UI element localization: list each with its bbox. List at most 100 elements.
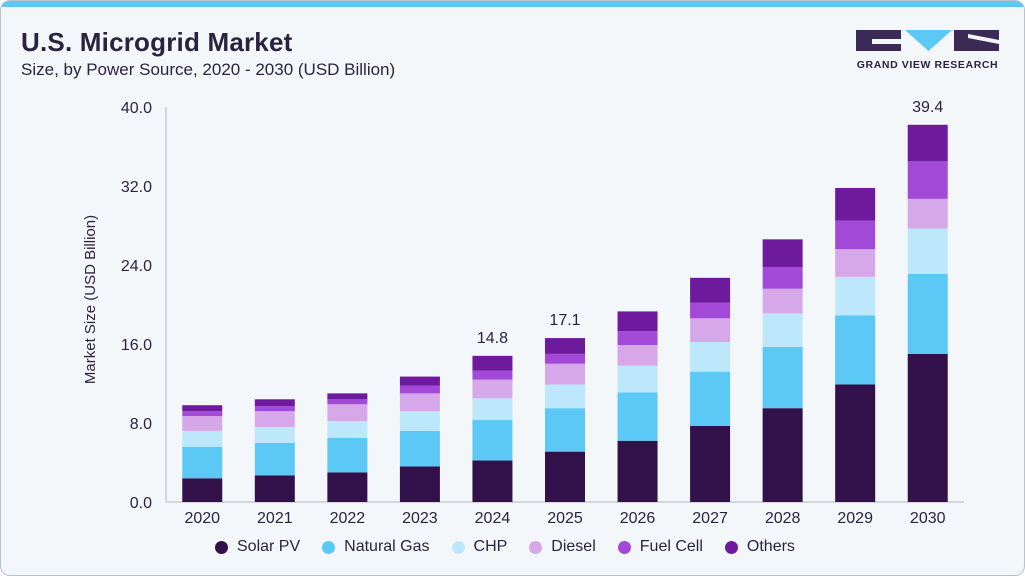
- chart-legend: Solar PV Natural Gas CHP Diesel Fuel Cell Oth…: [215, 538, 817, 556]
- bar-segment-chp-2026: [617, 365, 658, 393]
- bar-segment-solar-pv-2024: [472, 460, 513, 502]
- bar-segment-fuel-cell-2029: [835, 220, 876, 250]
- bar-segment-fuel-cell-2022: [327, 399, 368, 405]
- bar-segment-fuel-cell-2030: [907, 161, 948, 199]
- bar-segment-natural-gas-2022: [327, 437, 368, 473]
- bar-segment-diesel-2023: [399, 393, 440, 412]
- bar-segment-diesel-2028: [762, 288, 803, 314]
- bar-segment-solar-pv-2029: [835, 384, 876, 502]
- legend-item: Solar PV: [215, 538, 300, 556]
- bar-segment-others-2025: [545, 338, 585, 354]
- accent-bar: [1, 1, 1024, 7]
- y-tick-label: 40.0: [121, 100, 152, 117]
- bar-segment-chp-2023: [399, 411, 440, 431]
- bar-segment-chp-2029: [835, 276, 876, 316]
- bar-segment-solar-pv-2025: [545, 451, 585, 502]
- y-tick-label: 16.0: [121, 337, 152, 354]
- bar-segment-solar-pv-2030: [907, 353, 948, 502]
- bar-segment-solar-pv-2026: [617, 440, 658, 502]
- bar-segment-natural-gas-2025: [545, 408, 585, 452]
- bar-segment-others-2028: [762, 239, 803, 267]
- bar-segment-diesel-2025: [545, 363, 585, 385]
- bar-segment-natural-gas-2027: [690, 371, 731, 426]
- y-tick-label: 8.0: [130, 416, 152, 433]
- bar-segment-fuel-cell-2020: [182, 411, 223, 417]
- bar-segment-others-2027: [690, 277, 731, 303]
- legend-swatch: [322, 540, 336, 554]
- bar-segment-natural-gas-2030: [907, 273, 948, 354]
- y-axis-title: Market Size (USD Billion): [82, 215, 99, 384]
- bar-segment-fuel-cell-2023: [399, 385, 440, 394]
- bar-segment-diesel-2022: [327, 404, 368, 422]
- bar-segment-diesel-2026: [617, 344, 658, 366]
- bar-segment-chp-2024: [472, 398, 513, 421]
- legend-item: Others: [724, 538, 795, 556]
- legend-swatch: [215, 540, 228, 554]
- legend-label: Others: [746, 538, 795, 555]
- bar-segment-others-2024: [472, 355, 513, 371]
- data-label: 39.4: [912, 99, 943, 116]
- data-label: 14.8: [477, 330, 508, 347]
- bar-segment-solar-pv-2028: [762, 408, 803, 502]
- x-tick-label: 2027: [692, 510, 728, 527]
- x-tick-label: 2022: [330, 510, 366, 527]
- bar-segment-natural-gas-2021: [254, 442, 295, 476]
- data-label: 17.1: [549, 312, 580, 329]
- bar-segment-natural-gas-2029: [835, 315, 876, 385]
- bar-segment-fuel-cell-2024: [472, 370, 513, 380]
- gvr-logo-icon: [856, 30, 999, 51]
- bar-segment-fuel-cell-2028: [762, 266, 803, 289]
- bar-segment-fuel-cell-2026: [617, 331, 658, 345]
- bar-segment-others-2029: [835, 187, 876, 221]
- x-tick-label: 2025: [547, 510, 583, 527]
- bar-segment-solar-pv-2022: [327, 472, 368, 502]
- bar-segment-diesel-2020: [182, 416, 223, 431]
- x-tick-label: 2024: [475, 510, 511, 527]
- bar-segment-diesel-2029: [835, 249, 876, 277]
- chart-subtitle: Size, by Power Source, 2020 - 2030 (USD …: [21, 60, 396, 79]
- bar-segment-diesel-2024: [472, 379, 513, 399]
- legend-swatch: [617, 540, 631, 554]
- x-tick-label: 2020: [184, 510, 220, 527]
- legend-label: Diesel: [551, 538, 596, 555]
- legend-label: Solar PV: [237, 538, 301, 555]
- bar-segment-solar-pv-2021: [254, 475, 295, 502]
- bar-segment-chp-2022: [327, 421, 368, 438]
- bar-segment-chp-2030: [907, 228, 948, 274]
- legend-item: CHP: [451, 538, 508, 556]
- bar-segment-diesel-2021: [254, 411, 295, 427]
- bar-segment-natural-gas-2023: [399, 430, 440, 467]
- bar-segment-others-2030: [907, 124, 948, 162]
- x-tick-label: 2021: [257, 510, 293, 527]
- bar-segment-others-2023: [399, 376, 440, 386]
- bar-segment-natural-gas-2028: [762, 346, 803, 409]
- legend-label: Natural Gas: [344, 538, 430, 555]
- legend-swatch: [724, 540, 738, 554]
- legend-item: Fuel Cell: [617, 538, 703, 556]
- x-tick-label: 2029: [837, 510, 873, 527]
- bar-segment-chp-2027: [690, 342, 731, 372]
- legend-label: Fuel Cell: [639, 538, 703, 555]
- x-tick-label: 2028: [765, 510, 801, 527]
- bar-segment-fuel-cell-2021: [254, 406, 295, 412]
- bar-segment-natural-gas-2026: [617, 392, 658, 441]
- bar-segment-others-2021: [254, 399, 295, 407]
- bar-segment-diesel-2030: [907, 198, 948, 229]
- legend-item: Diesel: [529, 538, 596, 556]
- bar-segment-others-2022: [327, 393, 368, 400]
- x-tick-label: 2030: [910, 510, 946, 527]
- bar-segment-natural-gas-2024: [472, 420, 513, 461]
- legend-label: CHP: [473, 538, 508, 555]
- bar-segment-others-2026: [617, 311, 658, 332]
- bar-segment-others-2020: [182, 405, 223, 412]
- bar-segment-chp-2025: [545, 384, 585, 409]
- chart-title: U.S. Microgrid Market: [21, 27, 293, 57]
- bar-segment-fuel-cell-2025: [545, 353, 585, 364]
- legend-item: Natural Gas: [322, 538, 430, 556]
- bar-segment-chp-2028: [762, 313, 803, 347]
- brand-name: GRAND VIEW RESEARCH: [856, 59, 999, 71]
- x-tick-label: 2023: [402, 510, 438, 527]
- bar-segment-solar-pv-2020: [182, 478, 223, 502]
